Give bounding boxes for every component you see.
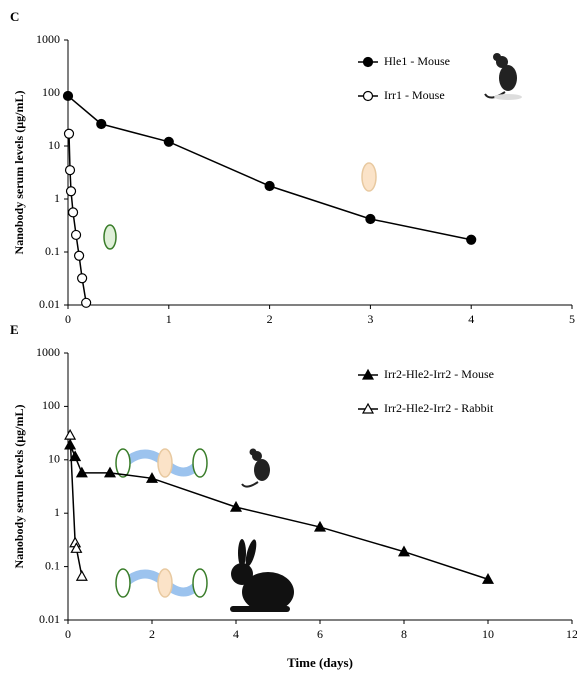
marker <box>229 500 243 512</box>
x-tick-label: 8 <box>401 627 407 641</box>
marker <box>64 165 76 176</box>
y-axis-label: Nanobody serum levels (µg/mL) <box>12 405 26 569</box>
marker <box>397 545 411 557</box>
y-tick-label: 100 <box>42 398 60 412</box>
marker <box>69 450 82 462</box>
legend-marker <box>362 56 374 68</box>
x-tick-label: 0 <box>65 627 71 641</box>
marker <box>96 118 107 130</box>
x-tick-label: 4 <box>233 627 239 641</box>
nanobody-icon <box>103 224 117 250</box>
marker <box>63 128 75 139</box>
marker <box>163 136 174 147</box>
marker <box>466 234 477 245</box>
x-axis-label: Time (days) <box>287 655 353 670</box>
y-tick-label: 10 <box>48 138 60 152</box>
y-tick-label: 1 <box>54 191 60 205</box>
nanobody-icon <box>115 448 131 478</box>
y-tick-label: 1000 <box>36 32 60 46</box>
marker <box>70 229 82 241</box>
marker <box>75 570 88 581</box>
marker <box>62 90 74 102</box>
nanobody-icon <box>115 568 131 598</box>
marker <box>73 250 85 261</box>
x-tick-label: 6 <box>317 627 323 641</box>
marker <box>81 297 92 308</box>
legend-marker <box>361 368 375 380</box>
x-tick-label: 4 <box>468 312 474 326</box>
series-line <box>69 444 489 580</box>
y-tick-label: 1 <box>54 505 60 519</box>
legend-label: Irr1 - Mouse <box>384 88 445 102</box>
marker <box>64 428 77 440</box>
y-tick-label: 10 <box>48 452 60 466</box>
legend-marker <box>361 402 375 414</box>
series-line <box>67 95 472 241</box>
marker <box>67 207 79 218</box>
marker <box>481 572 495 584</box>
marker <box>70 542 83 553</box>
legend-label: Irr2-Hle2-Irr2 - Mouse <box>384 367 494 381</box>
y-tick-label: 1000 <box>36 345 60 359</box>
marker <box>145 472 159 483</box>
y-axis-label: Nanobody serum levels (µg/mL) <box>12 91 26 255</box>
y-tick-label: 0.1 <box>45 244 60 258</box>
panel-label: E <box>10 322 19 337</box>
marker <box>264 180 275 192</box>
legend-marker <box>362 90 374 102</box>
mouse-icon <box>241 448 270 488</box>
panel-label: C <box>10 9 19 24</box>
marker <box>65 186 77 197</box>
legend-label: Irr2-Hle2-Irr2 - Rabbit <box>384 401 494 415</box>
y-tick-label: 0.01 <box>39 297 60 311</box>
x-tick-label: 1 <box>166 312 172 326</box>
x-tick-label: 10 <box>482 627 494 641</box>
y-tick-label: 0.01 <box>39 612 60 626</box>
nanobody-icon <box>157 448 173 478</box>
nanobody-icon <box>192 568 208 598</box>
x-tick-label: 5 <box>569 312 575 326</box>
x-tick-label: 0 <box>65 312 71 326</box>
marker <box>365 213 376 225</box>
nanobody-icon <box>192 448 208 478</box>
mouse-icon <box>484 53 522 100</box>
marker <box>313 520 327 532</box>
marker <box>77 273 88 284</box>
marker <box>103 466 117 478</box>
y-tick-label: 100 <box>42 85 60 99</box>
legend-label: Hle1 - Mouse <box>384 54 450 68</box>
marker <box>75 466 88 478</box>
nanobody-icon <box>361 162 377 192</box>
x-tick-label: 2 <box>267 312 273 326</box>
x-tick-label: 12 <box>566 627 577 641</box>
nanobody-icon <box>157 568 173 598</box>
x-tick-label: 3 <box>367 312 373 326</box>
illustrations <box>103 53 522 612</box>
x-tick-label: 2 <box>149 627 155 641</box>
rabbit-icon <box>230 539 294 612</box>
y-tick-label: 0.1 <box>45 558 60 572</box>
